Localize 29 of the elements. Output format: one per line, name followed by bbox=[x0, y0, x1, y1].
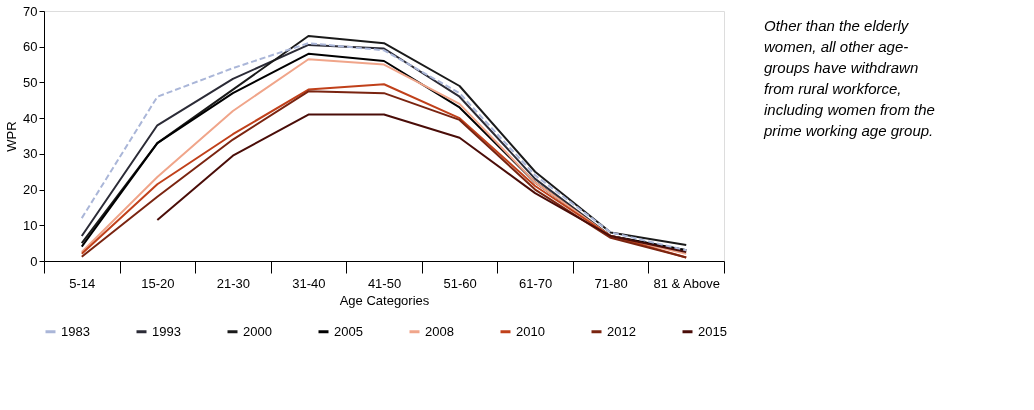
legend-label: 1983 bbox=[61, 323, 90, 339]
y-tick-label: 40 bbox=[23, 110, 38, 126]
legend-label: 2000 bbox=[243, 323, 272, 339]
legend-label: 2010 bbox=[516, 323, 545, 339]
x-tick-label: 61-70 bbox=[518, 275, 553, 291]
x-tick-label: 5-14 bbox=[69, 275, 96, 291]
x-tick-label: 31-40 bbox=[292, 275, 326, 291]
y-axis-title: WPR bbox=[4, 121, 20, 152]
text: Other than the elderly women, all other age-groups have withdrawn from rural workforce, including women from the prime working age group. bbox=[763, 17, 935, 139]
y-tick-label: 0 bbox=[30, 253, 38, 269]
x-tick-label: 81 & Above bbox=[653, 275, 720, 291]
y-tick-label: 60 bbox=[23, 39, 38, 55]
x-tick-label: 15-20 bbox=[141, 275, 175, 291]
x-axis-title: Age Categories bbox=[339, 292, 430, 308]
x-tick-label: 21-30 bbox=[216, 275, 251, 291]
legend-label: 2005 bbox=[334, 323, 363, 339]
y-tick-label: 30 bbox=[23, 146, 38, 162]
legend-label: 2008 bbox=[425, 323, 454, 339]
legend-label: 2015 bbox=[698, 323, 727, 339]
x-tick-label: 41-50 bbox=[367, 275, 402, 291]
y-tick-label: 20 bbox=[23, 182, 38, 198]
legend-label: 2012 bbox=[607, 323, 636, 339]
legend-label: 1993 bbox=[152, 323, 181, 339]
line-series bbox=[156, 113, 688, 254]
y-tick-label: 10 bbox=[23, 217, 38, 233]
x-tick-label: 71-80 bbox=[594, 275, 628, 291]
x-tick-label: 51-60 bbox=[443, 275, 477, 291]
y-tick-label: 50 bbox=[23, 74, 38, 90]
y-tick-label: 70 bbox=[23, 3, 38, 19]
